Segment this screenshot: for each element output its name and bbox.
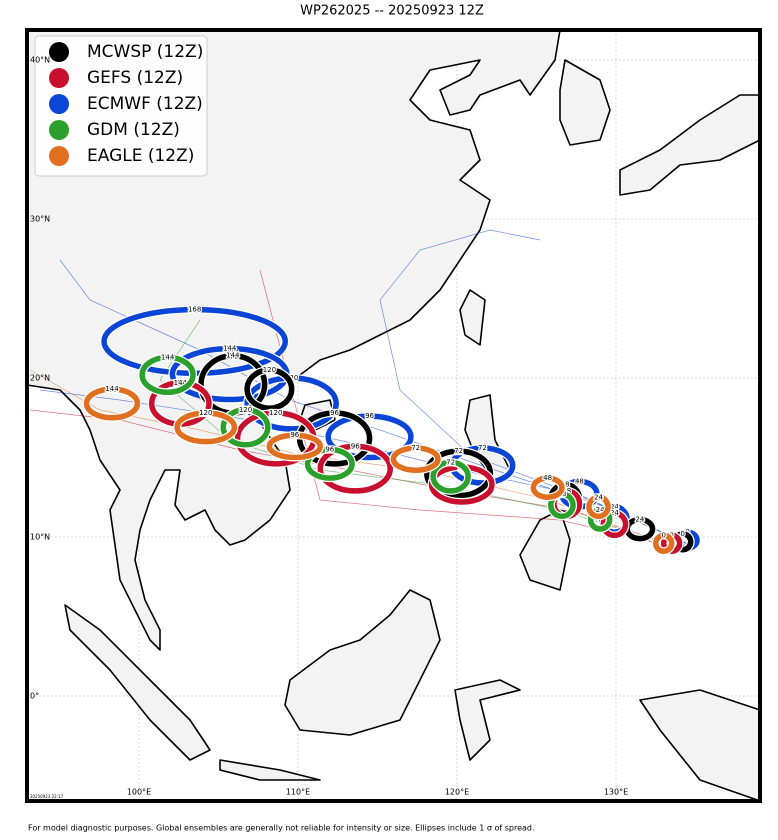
forecast-hour-label: 48 [543,474,552,482]
forecast-hour-label: 120 [199,409,212,417]
forecast-ellipse-band [317,443,393,494]
forecast-ellipse-band [325,413,414,461]
forecast-hour-label: 144 [223,345,237,353]
footer-note: For model diagnostic purposes. Global en… [28,824,535,833]
land-new-guinea [639,689,760,801]
forecast-ellipse-band [587,507,613,532]
land-borneo [284,589,441,736]
legend-label: GDM (12Z) [87,120,180,140]
land-taiwan [459,289,486,346]
y-tick-label: 30°N [30,215,50,224]
forecast-hour-label: 144 [161,353,175,361]
forecast-hour-label: 48 [575,477,584,485]
x-tick-label: 130°E [604,788,628,797]
legend-label: ECMWF (12Z) [87,94,203,114]
forecast-hour-label: 0 [681,530,685,538]
forecast-hour-label: 120 [263,366,276,374]
forecast-ellipse-band [653,532,675,555]
y-tick-label: 20°N [30,374,50,383]
legend-label: GEFS (12Z) [87,68,183,88]
forecast-hour-label: 96 [365,412,374,420]
forecast-hour-label: 72 [454,447,463,455]
legend-label: MCWSP (12Z) [87,42,203,62]
forecast-ellipse-band [304,446,355,481]
forecast-ellipse-band [266,432,324,461]
forecast-ellipse-band [430,459,471,494]
legend-marker [49,42,69,62]
forecast-hour-label: 24 [635,516,644,524]
land-korea [559,59,611,146]
legend-label: EAGLE (12Z) [87,146,194,166]
y-tick-label: 10°N [30,533,50,542]
legend-marker [49,120,69,140]
forecast-ellipse-band [586,494,611,520]
basemap: 168 144 120 96 72 48 24 0 144 120 96 72 48 24 0 144 120 9… [27,30,760,801]
y-tick-label: 40°N [30,56,50,65]
forecast-hour-label: 24 [610,509,619,517]
land-java [219,759,321,781]
forecast-hour-label: 144 [226,352,240,360]
forecast-hour-label: 120 [239,406,252,414]
forecast-ellipse-band [83,386,141,421]
forecast-hour-label: 168 [188,306,201,314]
land-japan [619,94,760,196]
forecast-hour-label: 72 [411,444,420,452]
forecast-hour-label: 72 [478,444,487,452]
legend: MCWSP (12Z) GEFS (12Z) ECMWF (12Z) GDM (12Z… [34,35,208,177]
x-tick-label: 100°E [127,788,151,797]
land-sulawesi [454,679,521,761]
forecast-ellipse-band [530,475,565,500]
forecast-hour-label: 24 [610,503,619,511]
forecast-hour-label: 144 [105,385,119,393]
forecast-ellipse-band [390,445,441,473]
forecast-hour-label: 72 [446,458,455,466]
title: WP262025 -- 20250923 12Z [300,4,484,19]
forecast-ellipse-band [220,407,271,448]
timestamp: 20250923 22:17 [30,794,64,799]
forecast-ellipse-band [174,410,238,445]
y-tick-label: 0° [30,692,39,701]
forecast-hour-label: 96 [330,409,339,417]
x-tick-label: 110°E [286,788,310,797]
forecast-hour-label: 96 [325,446,334,454]
forecast-hour-label: 120 [269,409,282,417]
legend-marker [49,94,69,114]
forecast-ellipse-band [244,367,295,411]
forecast-hour-label: 24 [594,493,603,501]
legend-marker [49,68,69,88]
x-tick-label: 120°E [445,788,469,797]
forecast-hour-label: 0 [661,531,665,539]
map-frame [25,28,762,803]
forecast-hour-label: 96 [290,431,299,439]
land-sumatra [64,604,211,761]
legend-marker [49,146,69,166]
forecast-hour-label: 144 [174,379,188,387]
forecast-ellipse-band [139,354,196,396]
forecast-hour-label: 96 [351,442,360,450]
forecast-hour-label: 24 [596,506,605,514]
